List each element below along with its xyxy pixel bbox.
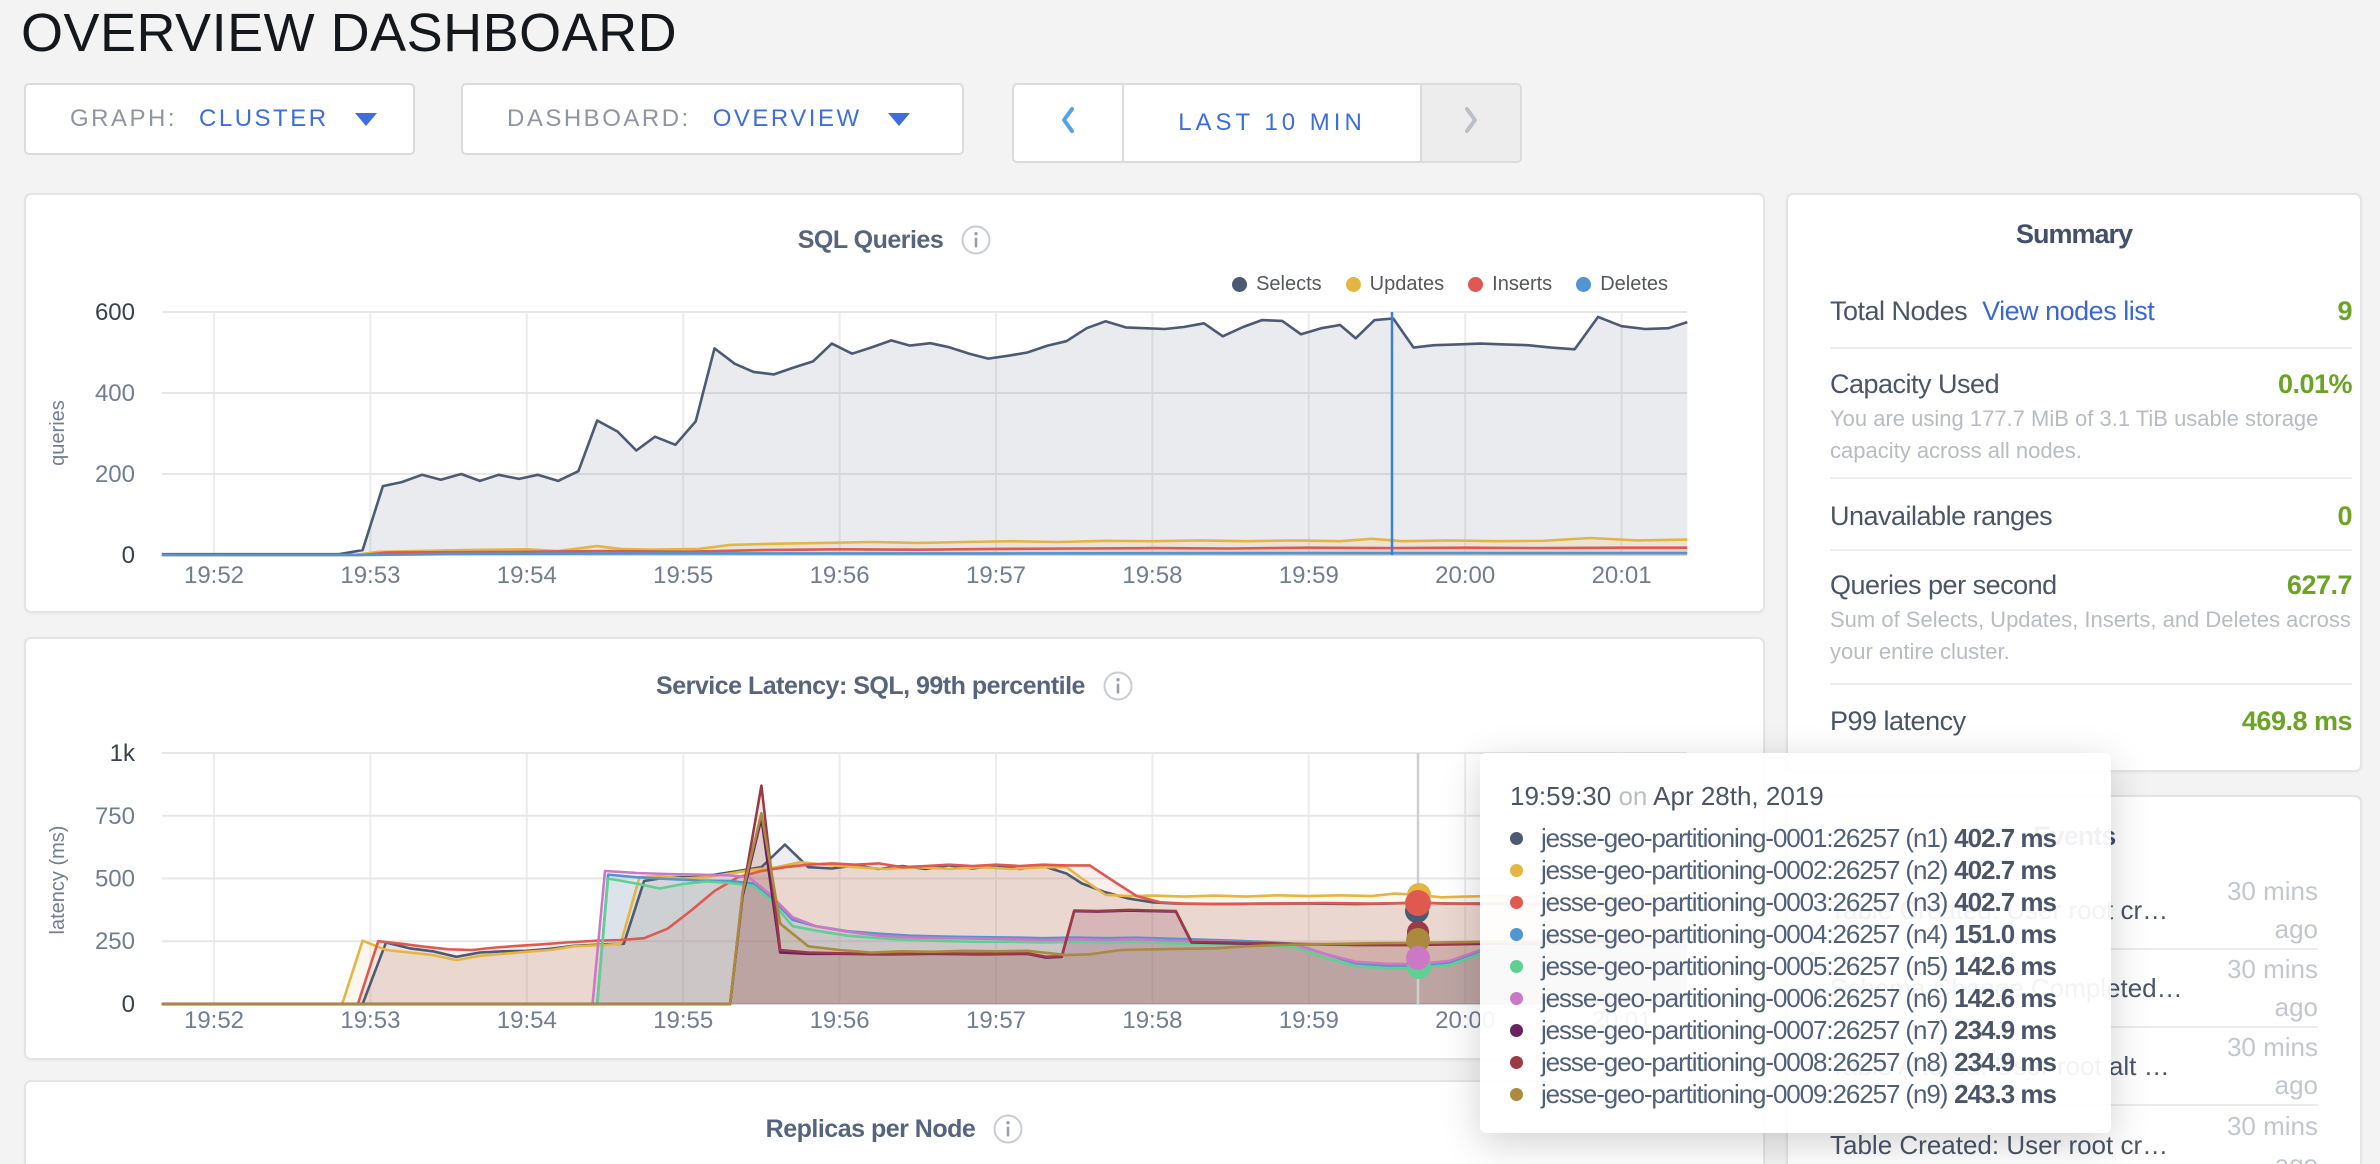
svg-text:queries: queries bbox=[47, 400, 69, 466]
svg-text:19:53: 19:53 bbox=[340, 562, 400, 589]
svg-text:200: 200 bbox=[95, 461, 135, 488]
svg-text:0: 0 bbox=[122, 991, 135, 1018]
svg-text:19:59: 19:59 bbox=[1279, 562, 1339, 589]
svg-text:19:57: 19:57 bbox=[966, 1007, 1026, 1034]
svg-text:19:52: 19:52 bbox=[184, 1007, 244, 1034]
svg-text:19:57: 19:57 bbox=[966, 562, 1026, 589]
svg-text:19:58: 19:58 bbox=[1122, 1007, 1182, 1034]
svg-text:20:01: 20:01 bbox=[1592, 562, 1652, 589]
svg-text:600: 600 bbox=[95, 299, 135, 326]
svg-text:400: 400 bbox=[95, 380, 135, 407]
svg-text:750: 750 bbox=[95, 803, 135, 830]
svg-text:19:55: 19:55 bbox=[653, 1007, 713, 1034]
svg-text:19:54: 19:54 bbox=[497, 562, 557, 589]
svg-text:latency (ms): latency (ms) bbox=[47, 826, 69, 935]
svg-text:19:58: 19:58 bbox=[1122, 562, 1182, 589]
svg-text:19:56: 19:56 bbox=[810, 562, 870, 589]
svg-text:19:52: 19:52 bbox=[184, 562, 244, 589]
svg-text:500: 500 bbox=[95, 866, 135, 893]
svg-text:250: 250 bbox=[95, 928, 135, 955]
svg-text:1k: 1k bbox=[110, 740, 136, 767]
svg-text:19:56: 19:56 bbox=[810, 1007, 870, 1034]
svg-text:19:59: 19:59 bbox=[1279, 1007, 1339, 1034]
svg-text:20:00: 20:00 bbox=[1435, 562, 1495, 589]
svg-text:19:54: 19:54 bbox=[497, 1007, 557, 1034]
svg-text:19:55: 19:55 bbox=[653, 562, 713, 589]
svg-text:19:53: 19:53 bbox=[340, 1007, 400, 1034]
svg-text:0: 0 bbox=[122, 542, 135, 569]
